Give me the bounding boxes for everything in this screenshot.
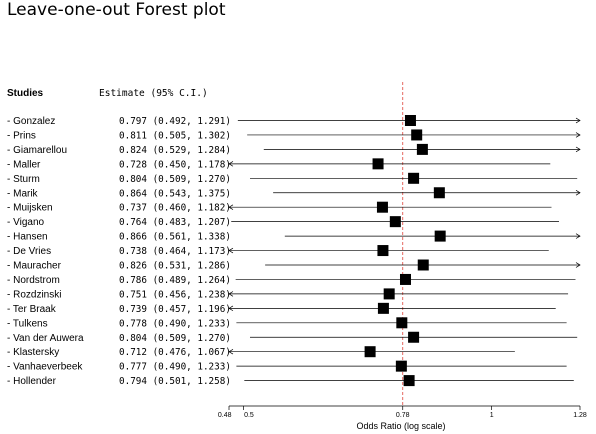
estimate-square bbox=[390, 216, 401, 227]
study-name: - Klastersky bbox=[7, 347, 59, 358]
x-tick-label: 0.48 bbox=[218, 412, 232, 419]
estimate-label: 0.864 (0.543, 1.375) bbox=[119, 188, 231, 199]
study-row: - Rozdzinski 0.751 (0.456, 1.238) bbox=[7, 288, 568, 300]
estimate-label: 0.777 (0.490, 1.233) bbox=[119, 362, 231, 373]
study-name: - Ter Braak bbox=[7, 304, 57, 315]
estimate-square bbox=[400, 274, 411, 285]
study-name: - Mauracher bbox=[7, 261, 62, 272]
study-row: - Muijsken 0.737 (0.460, 1.182) bbox=[7, 202, 551, 214]
study-name: - Gonzalez bbox=[7, 116, 55, 127]
study-rows: - Gonzalez 0.797 (0.492, 1.291) - Prins 0.8… bbox=[7, 82, 580, 406]
estimate-square bbox=[384, 288, 395, 299]
study-row: - Gonzalez 0.797 (0.492, 1.291) bbox=[7, 115, 580, 127]
study-name: - Giamarellou bbox=[7, 145, 67, 156]
x-tick-label: 0.78 bbox=[396, 412, 410, 419]
estimate-square bbox=[408, 332, 419, 343]
study-name: - Prins bbox=[7, 130, 36, 141]
estimate-square bbox=[396, 317, 407, 328]
estimate-square bbox=[377, 202, 388, 213]
x-tick-label: 1 bbox=[490, 412, 494, 419]
study-row: - Mauracher 0.826 (0.531, 1.286) bbox=[7, 260, 580, 272]
estimate-label: 0.737 (0.460, 1.182) bbox=[119, 203, 231, 214]
estimate-label: 0.751 (0.456, 1.238) bbox=[119, 289, 231, 300]
study-name: - Nordstrom bbox=[7, 275, 60, 286]
x-axis-label: Odds Ratio (log scale) bbox=[356, 421, 445, 431]
estimate-square bbox=[434, 187, 445, 198]
study-name: - Rozdzinski bbox=[7, 289, 61, 300]
estimate-label: 0.778 (0.490, 1.233) bbox=[119, 318, 231, 329]
estimate-label: 0.786 (0.489, 1.264) bbox=[119, 275, 231, 286]
estimate-square bbox=[373, 158, 384, 169]
estimate-label: 0.866 (0.561, 1.338) bbox=[119, 232, 231, 243]
estimate-square bbox=[377, 245, 388, 256]
study-row: - Hollender 0.794 (0.501, 1.258) bbox=[7, 375, 574, 387]
study-name: - Van der Auwera bbox=[7, 333, 84, 344]
study-name: - Muijsken bbox=[7, 203, 53, 214]
study-row: - De Vries 0.738 (0.464, 1.173) bbox=[7, 245, 549, 257]
estimate-label: 0.712 (0.476, 1.067) bbox=[119, 347, 231, 358]
estimate-square bbox=[418, 260, 429, 271]
estimate-square bbox=[405, 115, 416, 126]
study-row: - Giamarellou 0.824 (0.529, 1.284) bbox=[7, 144, 580, 156]
study-row: - Sturm 0.804 (0.509, 1.270) bbox=[7, 173, 577, 185]
study-row: - Klastersky 0.712 (0.476, 1.067) bbox=[7, 346, 515, 358]
estimate-label: 0.811 (0.505, 1.302) bbox=[119, 130, 231, 141]
estimate-square bbox=[396, 361, 407, 372]
study-row: - Ter Braak 0.739 (0.457, 1.196) bbox=[7, 303, 556, 315]
study-row: - Prins 0.811 (0.505, 1.302) bbox=[7, 129, 580, 141]
estimate-label: 0.738 (0.464, 1.173) bbox=[119, 246, 231, 257]
estimate-label: 0.794 (0.501, 1.258) bbox=[119, 376, 231, 387]
study-row: - Hansen 0.866 (0.561, 1.338) bbox=[7, 231, 580, 243]
x-tick-label: 1.28 bbox=[573, 412, 587, 419]
estimate-square bbox=[404, 375, 415, 386]
study-name: - Maller bbox=[7, 159, 41, 170]
estimate-square bbox=[378, 303, 389, 314]
study-name: - Hansen bbox=[7, 232, 48, 243]
study-name: - Vanhaeverbeek bbox=[7, 362, 83, 373]
estimate-label: 0.739 (0.457, 1.196) bbox=[119, 304, 231, 315]
estimate-label: 0.824 (0.529, 1.284) bbox=[119, 145, 231, 156]
study-name: - Marik bbox=[7, 188, 39, 199]
estimate-square bbox=[417, 144, 428, 155]
estimate-square bbox=[408, 173, 419, 184]
estimate-square bbox=[365, 346, 376, 357]
estimate-label: 0.797 (0.492, 1.291) bbox=[119, 116, 231, 127]
estimate-square bbox=[411, 129, 422, 140]
study-row: - Tulkens 0.778 (0.490, 1.233) bbox=[7, 317, 567, 329]
study-row: - Marik 0.864 (0.543, 1.375) bbox=[7, 187, 580, 199]
estimate-label: 0.826 (0.531, 1.286) bbox=[119, 261, 231, 272]
study-row: - Vigano 0.764 (0.483, 1.207) bbox=[7, 216, 559, 228]
x-axis: 0.48 0.5 0.78 1 1.28 bbox=[218, 406, 587, 419]
study-row: - Nordstrom 0.786 (0.489, 1.264) bbox=[7, 274, 575, 286]
study-name: - De Vries bbox=[7, 246, 51, 257]
study-name: - Tulkens bbox=[7, 318, 48, 329]
estimate-header: Estimate (95% C.I.) bbox=[99, 88, 208, 99]
studies-header: Studies bbox=[7, 88, 44, 99]
study-name: - Sturm bbox=[7, 174, 40, 185]
study-row: - Vanhaeverbeek 0.777 (0.490, 1.233) bbox=[7, 361, 567, 373]
study-row: - Van der Auwera 0.804 (0.509, 1.270) bbox=[7, 332, 577, 344]
estimate-label: 0.728 (0.450, 1.178) bbox=[119, 159, 231, 170]
estimate-square bbox=[435, 231, 446, 242]
estimate-label: 0.764 (0.483, 1.207) bbox=[119, 217, 231, 228]
study-name: - Hollender bbox=[7, 376, 57, 387]
study-row: - Maller 0.728 (0.450, 1.178) bbox=[7, 158, 550, 170]
estimate-label: 0.804 (0.509, 1.270) bbox=[119, 174, 231, 185]
study-name: - Vigano bbox=[7, 217, 45, 228]
estimate-label: 0.804 (0.509, 1.270) bbox=[119, 333, 231, 344]
x-tick-label: 0.5 bbox=[244, 412, 254, 419]
